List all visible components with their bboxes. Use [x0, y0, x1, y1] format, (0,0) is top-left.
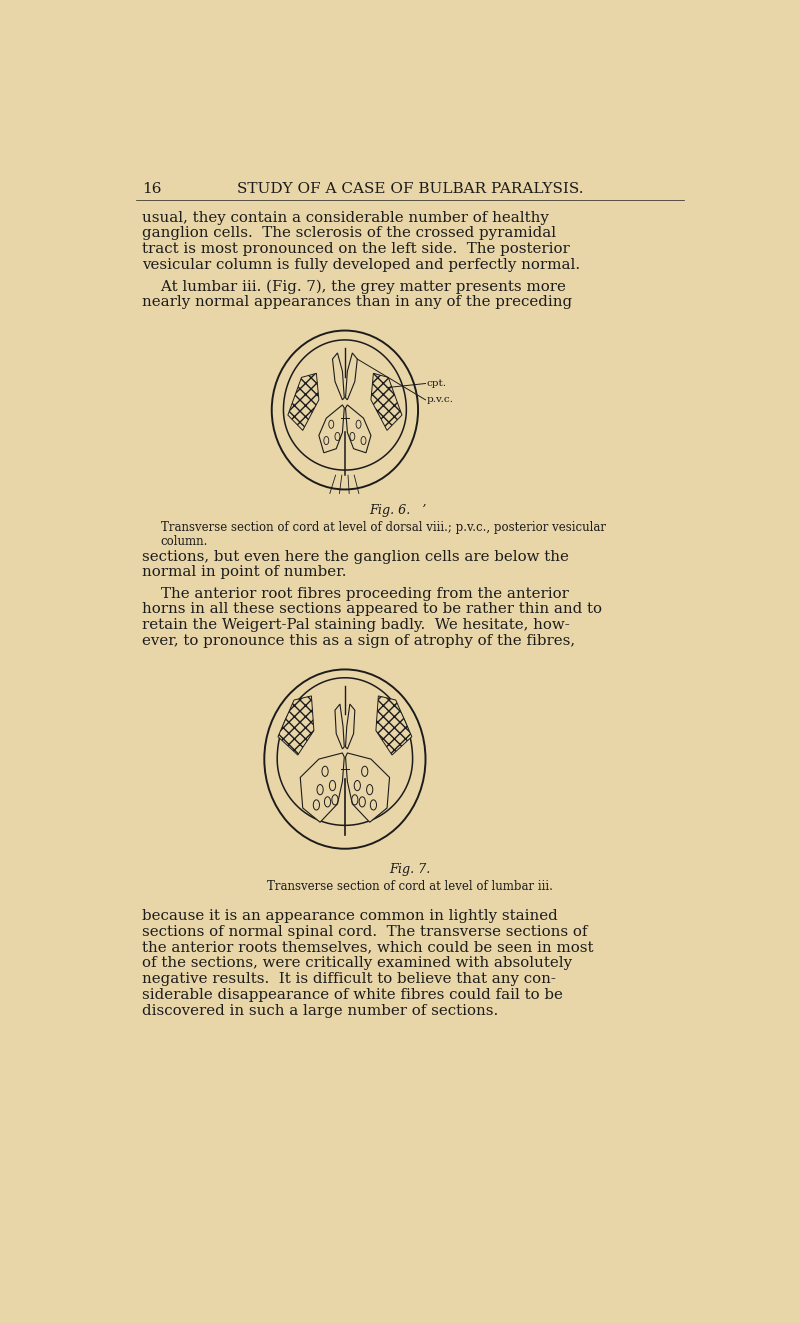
Text: ever, to pronounce this as a sign of atrophy of the fibres,: ever, to pronounce this as a sign of atr… [142, 634, 575, 648]
Ellipse shape [272, 331, 418, 490]
Text: sections of normal spinal cord.  The transverse sections of: sections of normal spinal cord. The tran… [142, 925, 588, 938]
Text: Transverse section of cord at level of dorsal viii.; p.v.c., posterior vesicular: Transverse section of cord at level of d… [161, 521, 606, 534]
Text: normal in point of number.: normal in point of number. [142, 565, 346, 579]
Text: of the sections, were critically examined with absolutely: of the sections, were critically examine… [142, 957, 572, 970]
Polygon shape [371, 373, 402, 430]
Text: p.v.c.: p.v.c. [426, 396, 454, 405]
Text: vesicular column is fully developed and perfectly normal.: vesicular column is fully developed and … [142, 258, 580, 273]
Text: Fig. 6.   ’: Fig. 6. ’ [369, 504, 426, 517]
Polygon shape [376, 696, 412, 755]
Polygon shape [346, 353, 358, 400]
Text: retain the Weigert-Pal staining badly.  We hesitate, how-: retain the Weigert-Pal staining badly. W… [142, 618, 570, 632]
Polygon shape [346, 753, 390, 823]
Polygon shape [300, 753, 344, 823]
Text: siderable disappearance of white fibres could fail to be: siderable disappearance of white fibres … [142, 988, 563, 1002]
Polygon shape [283, 340, 406, 470]
Polygon shape [288, 373, 319, 430]
Polygon shape [319, 405, 344, 452]
Text: horns in all these sections appeared to be rather thin and to: horns in all these sections appeared to … [142, 602, 602, 617]
Text: cpt.: cpt. [426, 378, 446, 388]
Polygon shape [278, 677, 413, 826]
Text: 16: 16 [142, 183, 162, 196]
Text: Transverse section of cord at level of lumbar iii.: Transverse section of cord at level of l… [267, 880, 553, 893]
Text: tract is most pronounced on the left side.  The posterior: tract is most pronounced on the left sid… [142, 242, 570, 257]
Text: because it is an appearance common in lightly stained: because it is an appearance common in li… [142, 909, 558, 922]
Polygon shape [346, 704, 355, 749]
Text: The anterior root fibres proceeding from the anterior: The anterior root fibres proceeding from… [142, 586, 569, 601]
Text: negative results.  It is difficult to believe that any con-: negative results. It is difficult to bel… [142, 972, 556, 986]
Text: nearly normal appearances than in any of the preceding: nearly normal appearances than in any of… [142, 295, 572, 310]
Polygon shape [278, 696, 314, 755]
Text: At lumbar iii. (Fig. 7), the grey matter presents more: At lumbar iii. (Fig. 7), the grey matter… [142, 279, 566, 294]
Text: column.: column. [161, 536, 208, 548]
Text: the anterior roots themselves, which could be seen in most: the anterior roots themselves, which cou… [142, 941, 594, 954]
Ellipse shape [264, 669, 426, 849]
Text: STUDY OF A CASE OF BULBAR PARALYSIS.: STUDY OF A CASE OF BULBAR PARALYSIS. [237, 183, 583, 196]
Polygon shape [333, 353, 344, 400]
Polygon shape [335, 704, 344, 749]
Text: sections, but even here the ganglion cells are below the: sections, but even here the ganglion cel… [142, 549, 569, 564]
Text: discovered in such a large number of sections.: discovered in such a large number of sec… [142, 1004, 498, 1017]
Text: usual, they contain a considerable number of healthy: usual, they contain a considerable numbe… [142, 210, 549, 225]
Text: ganglion cells.  The sclerosis of the crossed pyramidal: ganglion cells. The sclerosis of the cro… [142, 226, 556, 241]
Text: Fig. 7.: Fig. 7. [390, 863, 430, 876]
Polygon shape [346, 405, 371, 452]
